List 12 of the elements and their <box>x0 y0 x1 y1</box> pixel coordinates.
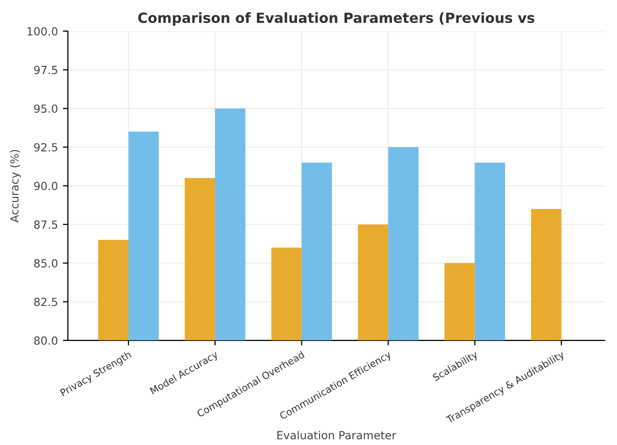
y-tick-label: 92.5 <box>34 143 58 152</box>
y-tick-label: 82.5 <box>34 298 58 306</box>
y-tick-label: 87.5 <box>34 220 58 229</box>
y-tick-label: 97.5 <box>34 66 58 74</box>
chart-title: Comparison of Evaluation Parameters (Previous vs <box>138 12 534 26</box>
y-axis-title: Accuracy (%) <box>10 150 21 222</box>
y-tick-label: 85.0 <box>34 259 58 268</box>
y-tick-label: 80.0 <box>34 336 58 345</box>
y-tick-label: 100.0 <box>28 27 58 36</box>
y-tick-label: 95.0 <box>34 104 58 113</box>
x-axis-title: Evaluation Parameter <box>277 430 396 440</box>
y-tick-label: 90.0 <box>34 182 58 190</box>
